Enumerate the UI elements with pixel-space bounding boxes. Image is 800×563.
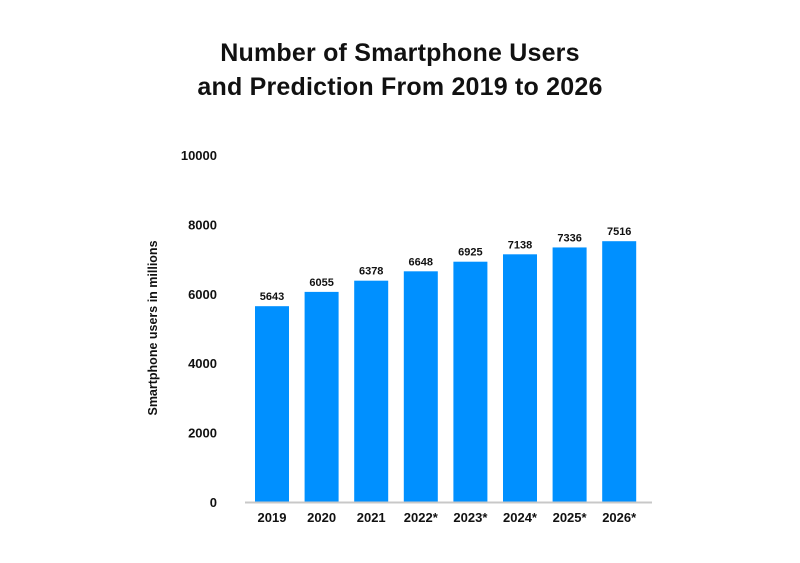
bar-2021 [354,280,389,502]
data-label: 6378 [359,266,383,278]
bar-2024 [503,254,537,502]
y-tick-label: 8000 [188,217,217,232]
x-tick-label: 2021 [357,510,386,525]
y-tick-label: 0 [210,495,217,510]
bar-2022 [403,271,438,502]
data-label: 7138 [508,239,532,251]
bar-2019 [255,306,289,502]
chart-title-line-2: and Prediction From 2019 to 2026 [197,73,603,101]
data-labels: 5643 6055 6378 6648 6925 7138 7336 7516 [260,226,632,303]
x-axis-ticks: 2019 2020 2021 2022* 2023* 2024* 2025* 2026* [258,510,638,525]
bar-2020 [304,291,339,502]
data-label: 5643 [260,291,284,303]
x-tick-label: 2024* [503,510,538,525]
x-tick-label: 2025* [553,510,588,525]
x-tick-label: 2026* [602,510,637,525]
data-label: 6055 [309,277,333,289]
y-tick-label: 10000 [181,148,217,163]
y-tick-label: 4000 [188,356,217,371]
x-tick-label: 2023* [453,510,488,525]
y-tick-label: 2000 [188,426,217,441]
data-label: 6925 [458,247,482,259]
bar-2026 [602,241,637,502]
x-tick-label: 2019 [258,510,287,525]
data-label: 7336 [557,232,581,244]
x-tick-label: 2022* [404,510,439,525]
bar-2023 [453,261,488,502]
x-tick-label: 2020 [307,510,336,525]
data-label: 6648 [409,256,433,268]
data-label: 7516 [607,226,631,238]
chart-title: Number of Smartphone Users and Predictio… [0,36,800,104]
bars [255,241,637,502]
y-axis-ticks: 0 2000 4000 6000 8000 10000 [181,148,217,510]
y-tick-label: 6000 [188,287,217,302]
chart-title-line-1: Number of Smartphone Users [220,39,580,67]
bar-2025 [552,247,587,502]
y-axis-label: Smartphone users in millions [146,240,160,415]
